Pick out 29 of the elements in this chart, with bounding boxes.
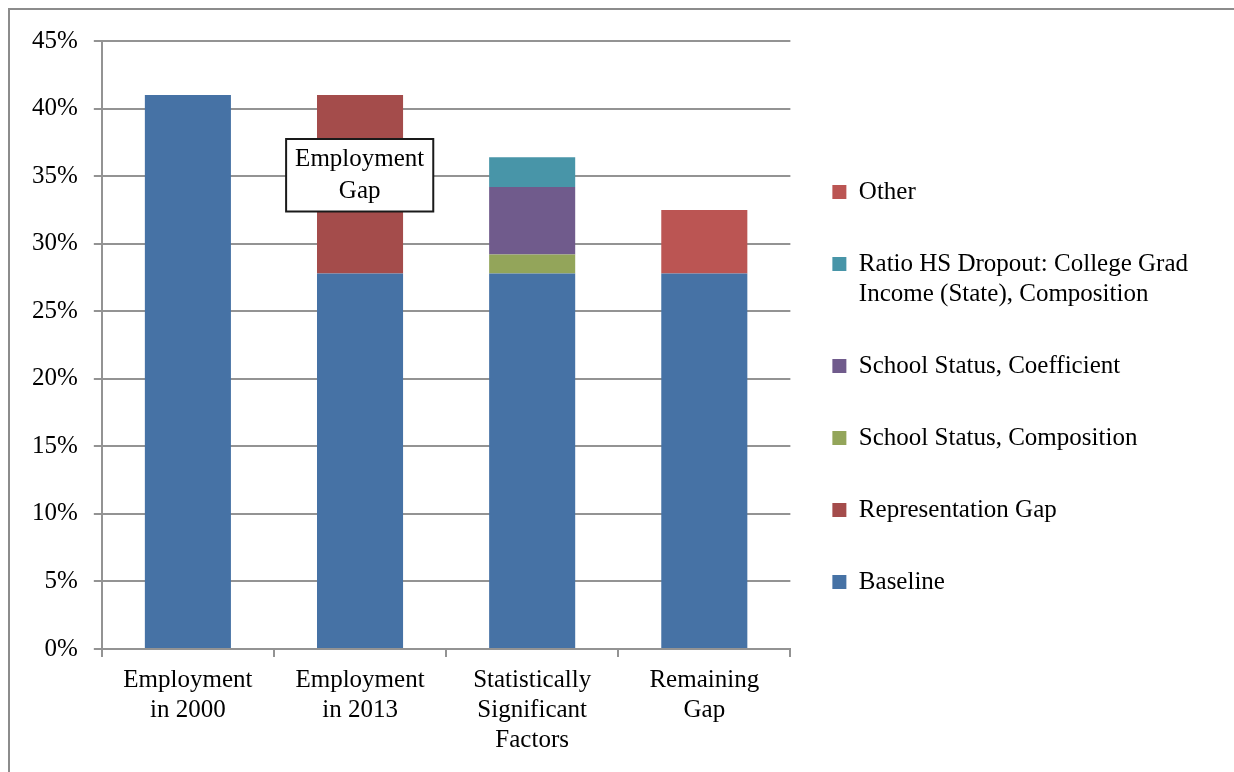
bar — [317, 273, 404, 648]
y-tick-label: 25% — [32, 295, 78, 323]
x-tick-label: Statistically Significant Factors — [473, 664, 592, 752]
x-tick-label: Employment in 2013 — [295, 664, 425, 722]
y-tick-label: 40% — [32, 93, 78, 121]
legend-label: School Status, Composition — [858, 422, 1138, 450]
bar — [144, 95, 231, 648]
bar — [489, 273, 576, 648]
x-tick-label: Employment in 2000 — [123, 664, 253, 722]
y-tick-label: 30% — [32, 228, 78, 256]
legend-label: School Status, Coefficient — [858, 350, 1121, 378]
y-tick-label: 0% — [44, 633, 78, 661]
bar — [489, 157, 576, 187]
bar — [661, 273, 748, 648]
y-tick-label: 20% — [32, 363, 78, 391]
y-tick-label: 10% — [32, 498, 78, 526]
bar — [489, 254, 576, 274]
legend-label: Other — [858, 176, 917, 204]
legend-label: Ratio HS Dropout: College Grad Income (State), Composition — [858, 248, 1189, 307]
legend-label: Representation Gap — [858, 494, 1057, 522]
annotation: Employment Gap — [295, 144, 425, 203]
y-tick-label: 15% — [32, 430, 78, 458]
bar — [489, 186, 576, 255]
bar — [661, 209, 748, 274]
y-tick-label: 5% — [44, 566, 78, 594]
x-tick-label: Remaining Gap — [649, 664, 760, 722]
y-tick-label: 45% — [32, 25, 78, 53]
y-tick-label: 35% — [32, 160, 78, 188]
legend-label: Baseline — [858, 566, 945, 594]
